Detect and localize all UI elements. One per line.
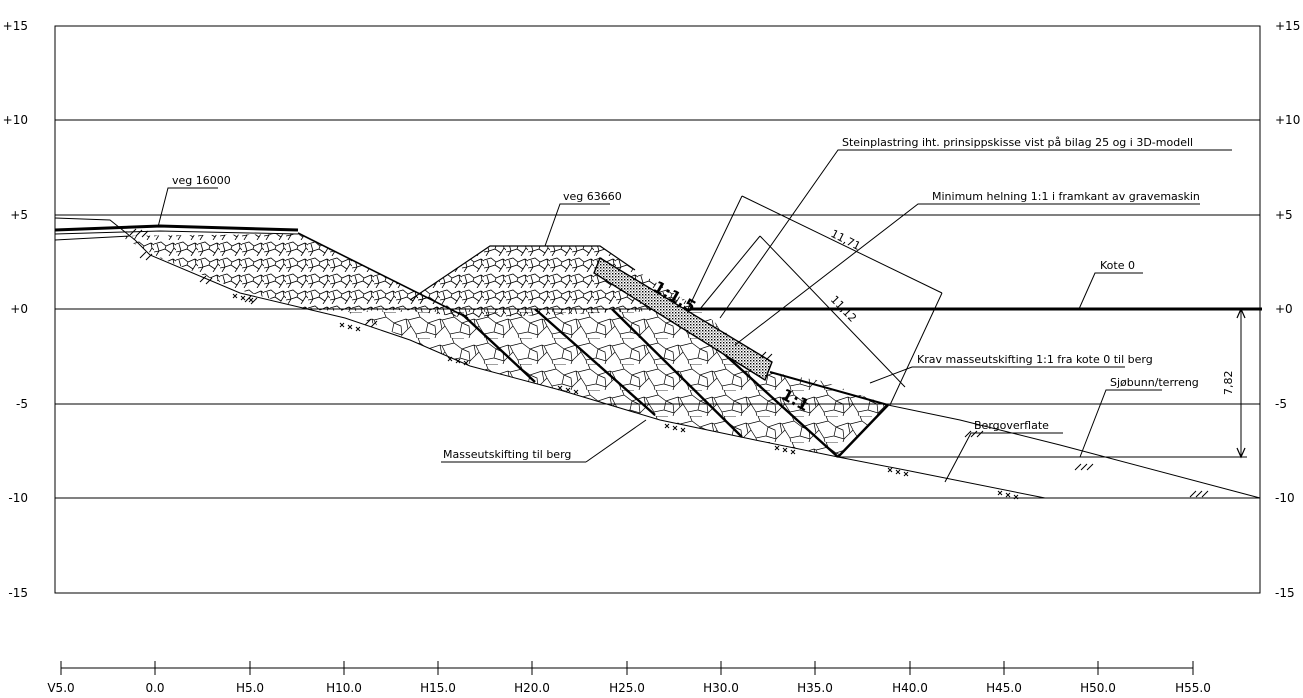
leader-steinplastring <box>719 149 1232 319</box>
label-kote-0: Kote 0 <box>1100 259 1135 272</box>
dim-label-7-82: 7,82 <box>1222 371 1235 396</box>
dimension-lines <box>687 195 1246 459</box>
leader-krav <box>869 366 1125 384</box>
station-label: 0.0 <box>145 681 164 695</box>
masseutskifting-fill <box>345 309 888 457</box>
label-bergoverflate: Bergoverflate <box>974 419 1049 432</box>
elev-label: -10 <box>8 491 28 505</box>
excavation-slope-1 <box>461 313 536 383</box>
label-sjobunn: Sjøbunn/terreng <box>1110 376 1199 389</box>
label-veg-63660: veg 63660 <box>563 190 622 203</box>
leader-veg-16000 <box>157 187 218 228</box>
elev-label: -10 <box>1275 491 1295 505</box>
station-label: H50.0 <box>1080 681 1116 695</box>
station-label: H30.0 <box>703 681 739 695</box>
leader-sjobunn <box>1079 389 1162 458</box>
leader-bergoverflate <box>944 432 1063 483</box>
elevation-labels-left: +15 +10 +5 +0 -5 -10 -15 <box>3 19 28 600</box>
station-labels: V5.0 0.0 H5.0 H10.0 H15.0 H20.0 H25.0 H3… <box>47 681 1211 695</box>
elevation-labels-right: +15 +10 +5 +0 -5 -10 -15 <box>1275 19 1300 600</box>
elev-label: +0 <box>10 302 28 316</box>
station-label: H35.0 <box>797 681 833 695</box>
elev-label: +15 <box>3 19 28 33</box>
dim-label-11-71: 11,71 <box>829 227 863 253</box>
seabed-terrain <box>887 404 1261 499</box>
excavation-slope-3 <box>611 308 743 438</box>
leader-lines <box>157 149 1232 483</box>
road-16000-profile <box>54 224 299 241</box>
elev-label: -5 <box>1275 397 1287 411</box>
elev-label: +5 <box>10 208 28 222</box>
bedrock-marks <box>232 293 1019 500</box>
dim-line-11-71 <box>741 195 943 294</box>
label-masseutskifting-berg: Masseutskifting til berg <box>443 448 571 461</box>
station-label: H45.0 <box>986 681 1022 695</box>
station-label: H40.0 <box>892 681 928 695</box>
station-label: H10.0 <box>326 681 362 695</box>
label-veg-16000: veg 16000 <box>172 174 231 187</box>
station-label: H15.0 <box>420 681 456 695</box>
leader-kote-0 <box>1078 272 1143 310</box>
label-steinplastring: Steinplastring iht. prinsippskisse vist … <box>842 136 1193 149</box>
elev-label: +10 <box>3 113 28 127</box>
elev-label: +5 <box>1275 208 1293 222</box>
embankment-slope <box>297 232 469 319</box>
excavation-slope-2 <box>534 308 656 416</box>
dim-line-11-12 <box>759 235 906 388</box>
station-label: H55.0 <box>1175 681 1211 695</box>
label-krav-masseutskifting: Krav masseutskifting 1:1 fra kote 0 til … <box>917 353 1153 366</box>
station-label: H20.0 <box>514 681 550 695</box>
leader-minimum-helning <box>734 203 1200 346</box>
bench-line <box>769 371 889 406</box>
terrain-hatch-marks <box>129 228 1209 498</box>
elev-label: +10 <box>1275 113 1300 127</box>
station-label: H5.0 <box>236 681 264 695</box>
elev-label: -5 <box>16 397 28 411</box>
station-label: H25.0 <box>609 681 645 695</box>
station-label: V5.0 <box>47 681 74 695</box>
elev-label: +15 <box>1275 19 1300 33</box>
elev-label: -15 <box>8 586 28 600</box>
rock-surface <box>837 456 1046 499</box>
elev-label: +0 <box>1275 302 1293 316</box>
road-embankment-fill <box>410 246 700 318</box>
elev-label: -15 <box>1275 586 1295 600</box>
existing-terrain <box>54 217 839 458</box>
stone-revetment <box>593 256 773 382</box>
leader-veg-63660 <box>544 203 610 247</box>
leader-masseutskifting <box>585 419 647 463</box>
label-minimum-helning: Minimum helning 1:1 i framkant av gravem… <box>932 190 1200 203</box>
excavation-toe <box>837 404 889 458</box>
station-axis <box>60 661 1194 675</box>
embankment-fill-upper <box>120 234 468 318</box>
